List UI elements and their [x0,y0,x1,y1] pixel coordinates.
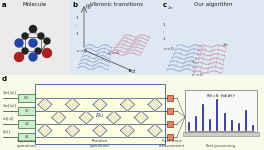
Text: :: : [76,24,77,28]
Polygon shape [79,111,93,124]
Circle shape [15,39,23,47]
Text: a: a [2,2,7,8]
Text: $P(S)=N\cdot|\mathrm{haf}(A^S)|^2$: $P(S)=N\cdot|\mathrm{haf}(A^S)|^2$ [206,92,236,99]
Text: $S_{3}$: $S_{3}$ [23,107,30,115]
Bar [167,121,173,127]
Text: b: b [72,2,77,8]
Text: c: c [163,2,167,8]
Bar [167,134,173,140]
Text: Vibronic transitions: Vibronic transitions [89,2,143,7]
Polygon shape [148,98,162,111]
Circle shape [44,38,50,44]
Text: $m|\langle s\rangle|$: $m|\langle s\rangle|$ [2,116,15,123]
Text: $R_U$: $R_U$ [95,112,105,120]
Bar [167,108,173,114]
Circle shape [29,53,37,61]
Circle shape [30,26,36,33]
Polygon shape [120,124,134,137]
Bar [18,94,35,102]
Bar [18,107,35,115]
Text: $v=0$: $v=0$ [76,46,88,54]
Text: :: : [163,30,164,34]
Polygon shape [65,124,79,137]
Bar [183,132,259,136]
Polygon shape [52,111,66,124]
Bar [35,84,165,144]
Text: Molecule: Molecule [23,2,47,7]
Polygon shape [93,124,107,137]
Bar [18,120,35,128]
Text: Fock basis
measurement: Fock basis measurement [159,139,185,148]
Text: Squeezing
operations: Squeezing operations [16,139,37,148]
Polygon shape [107,111,121,124]
Text: $2n$: $2n$ [167,4,174,11]
Polygon shape [93,98,107,111]
Text: Our algorithm: Our algorithm [194,2,232,7]
Text: $2n$: $2n$ [222,42,229,48]
Text: $m'$: $m'$ [85,4,93,12]
Text: 1: 1 [76,32,78,36]
Circle shape [43,48,51,57]
Circle shape [35,48,41,54]
Text: Rotation
operations: Rotation operations [90,139,110,148]
Bar [185,90,257,132]
Bar [167,95,173,101]
Polygon shape [38,124,52,137]
Text: d: d [2,76,7,82]
Text: 1: 1 [76,16,78,20]
Polygon shape [38,98,52,111]
Text: :: : [192,65,193,69]
Circle shape [38,33,44,39]
Polygon shape [148,124,162,137]
Bar [162,0,264,75]
Polygon shape [120,98,134,111]
Text: $S_{2}$: $S_{2}$ [23,120,30,128]
Bar [18,133,35,141]
Text: $v'=0$: $v'=0$ [191,71,204,78]
Bar [0,75,264,150]
Bar [0,0,70,75]
Circle shape [15,52,23,62]
Bar [70,0,162,75]
Polygon shape [134,111,148,124]
Text: $v'=0$: $v'=0$ [107,50,120,57]
Polygon shape [65,98,79,111]
Text: $m$: $m$ [85,2,91,9]
Text: $S_{4}$: $S_{4}$ [23,94,30,102]
Text: Post-processing: Post-processing [206,144,236,148]
Text: $|\langle s\rangle|$: $|\langle s\rangle|$ [2,129,11,136]
Text: $3m|\langle s\rangle|$: $3m|\langle s\rangle|$ [2,90,17,97]
Text: $v=0$: $v=0$ [163,45,175,52]
Text: 1: 1 [163,37,166,41]
Text: 1: 1 [192,60,195,64]
Text: 1: 1 [163,23,166,27]
Circle shape [22,33,28,39]
Text: $d$: $d$ [131,67,136,75]
Circle shape [29,39,37,47]
Circle shape [22,48,28,54]
Text: $2m|\langle s\rangle|$: $2m|\langle s\rangle|$ [2,103,17,110]
Text: $S_{1}$: $S_{1}$ [23,133,30,141]
